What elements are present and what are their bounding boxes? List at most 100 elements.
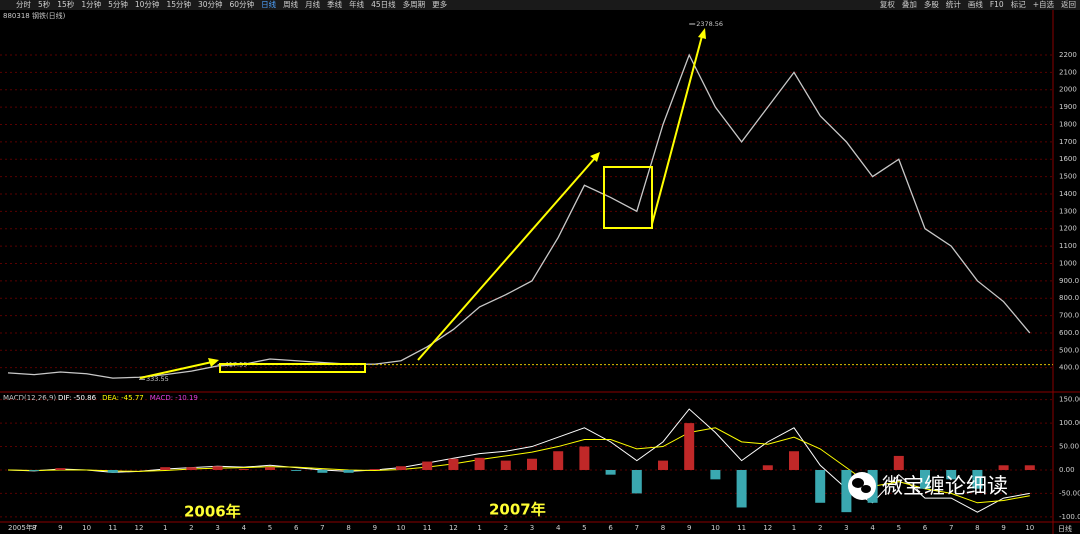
x-tick-label: 7 (635, 524, 639, 532)
toolbar-button[interactable]: 45日线 (371, 0, 396, 9)
y-tick-label: 1800 (1059, 120, 1077, 128)
macd-bar (789, 451, 799, 470)
x-tick-label: 7 (949, 524, 953, 532)
macd-bar (998, 465, 1009, 470)
x-tick-label: 8 (975, 524, 979, 532)
price-line (7, 53, 1031, 379)
price-panel: 400.0500.0600.0700.0800.0900.01000110012… (0, 20, 1079, 532)
x-tick-label: 10 (1025, 524, 1034, 532)
toolbar-button[interactable]: 日线 (261, 0, 276, 9)
macd-bar (658, 460, 668, 470)
toolbar-button[interactable]: 月线 (305, 0, 320, 9)
macd-bar (29, 469, 40, 471)
macd-bar (369, 469, 380, 470)
x-tick-label: 5 (268, 524, 272, 532)
toolbar-button[interactable]: 复权 (880, 0, 895, 9)
x-tick-label: 2 (189, 524, 193, 532)
toolbar-button[interactable]: 60分钟 (230, 0, 255, 9)
toolbar-button[interactable]: 15秒 (57, 0, 75, 9)
macd-bar (55, 468, 66, 470)
macd-bar (815, 469, 826, 503)
y-tick-label: 2100 (1059, 68, 1077, 76)
x-tick-label: 8 (32, 524, 36, 532)
x-tick-label: 1 (163, 524, 167, 532)
toolbar-button[interactable]: 叠加 (902, 0, 917, 9)
macd-bar (107, 469, 118, 473)
y-tick-label: 150.00 (1059, 396, 1080, 404)
y-tick-label: 1700 (1059, 138, 1077, 146)
price-label: 2378.56 (696, 20, 723, 28)
arrow-heads (208, 28, 706, 367)
y-tick-label: 2000 (1059, 86, 1077, 94)
macd-bar (160, 467, 171, 470)
macd-bar (579, 446, 590, 470)
x-tick-label: 9 (58, 524, 62, 532)
legend-entry: MACD: -10.19 (150, 394, 198, 402)
toolbar-button[interactable]: 周线 (283, 0, 298, 9)
watermark: 微宝缠论细读 (848, 472, 1008, 500)
x-tick-label: 11 (108, 524, 117, 532)
arrow (417, 157, 596, 361)
toolbar-button[interactable]: 统计 (946, 0, 961, 9)
x-tick-label: 12 (449, 524, 458, 532)
toolbar-button[interactable]: 5秒 (38, 0, 51, 9)
toolbar-button[interactable]: 1分钟 (81, 0, 101, 9)
x-tick-label: 1 (792, 524, 796, 532)
toolbar-button[interactable]: 多股 (924, 0, 939, 9)
arrow-head (698, 28, 706, 39)
y-tick-label: 1200 (1059, 225, 1077, 233)
y-tick-label: -100.00 (1059, 513, 1080, 521)
toolbar-button[interactable]: +自选 (1033, 0, 1055, 9)
x-tick-label: 9 (1001, 524, 1005, 532)
box (219, 363, 366, 373)
macd-bar (1024, 465, 1035, 470)
x-tick-label: 11 (737, 524, 746, 532)
toolbar-button[interactable]: 季线 (327, 0, 342, 9)
x-tick-label: 6 (294, 524, 299, 532)
x-tick-label: 8 (346, 524, 350, 532)
toolbar-button[interactable]: 更多 (432, 0, 447, 9)
toolbar-button[interactable]: 画线 (968, 0, 983, 9)
wechat-icon-bubble (852, 478, 864, 488)
toolbar-button[interactable]: 30分钟 (198, 0, 223, 9)
x-tick-label: 12 (763, 524, 772, 532)
toolbar-button[interactable]: F10 (990, 0, 1004, 9)
macd-bar (317, 469, 328, 473)
macd-bar (762, 465, 773, 470)
macd-bar (631, 469, 642, 494)
toolbar-left: 分时 5秒 15秒 1分钟 5分钟 10分钟 15分钟 30分钟 60分钟 日线 周线 月线 季线 年线 4… (16, 0, 448, 9)
x-tick-label: 11 (423, 524, 432, 532)
year-label: 2007年 (489, 501, 546, 519)
arrow-head (208, 358, 219, 367)
toolbar-button[interactable]: 多周期 (403, 0, 426, 9)
toolbar-button[interactable]: 返回 (1061, 0, 1076, 9)
legend-entry: DIF: -50.86 (58, 394, 97, 402)
x-tick-label: 4 (242, 524, 247, 532)
toolbar-button[interactable]: 10分钟 (135, 0, 160, 9)
y-tick-label: 1300 (1059, 207, 1077, 215)
x-tick-label: 3 (215, 524, 219, 532)
period-label: 日线 (1058, 524, 1072, 533)
toolbar-button[interactable]: 15分钟 (166, 0, 191, 9)
x-tick-label: 6 (608, 524, 613, 532)
macd-bar (186, 467, 197, 470)
macd-bar (422, 461, 433, 470)
x-tick-label: 2005年7 (8, 523, 37, 532)
x-tick-label: 7 (320, 524, 324, 532)
macd-bar (474, 457, 485, 470)
x-tick-label: 4 (870, 524, 875, 532)
y-tick-label: 900.0 (1059, 277, 1079, 285)
toolbar-button[interactable]: 分时 (16, 0, 31, 9)
y-tick-label: 700.0 (1059, 312, 1079, 320)
box (603, 166, 653, 229)
macd-bar (448, 458, 459, 470)
x-tick-label: 12 (135, 524, 144, 532)
toolbar-button[interactable]: 年线 (349, 0, 364, 9)
y-tick-label: 1500 (1059, 173, 1077, 181)
watermark-text: 微宝缠论细读 (882, 474, 1008, 498)
macd-bar (920, 469, 930, 489)
toolbar-button[interactable]: 标记 (1011, 0, 1027, 9)
y-tick-label: 500.0 (1059, 346, 1079, 354)
macd-bar (605, 469, 616, 475)
toolbar-button[interactable]: 5分钟 (108, 0, 128, 9)
